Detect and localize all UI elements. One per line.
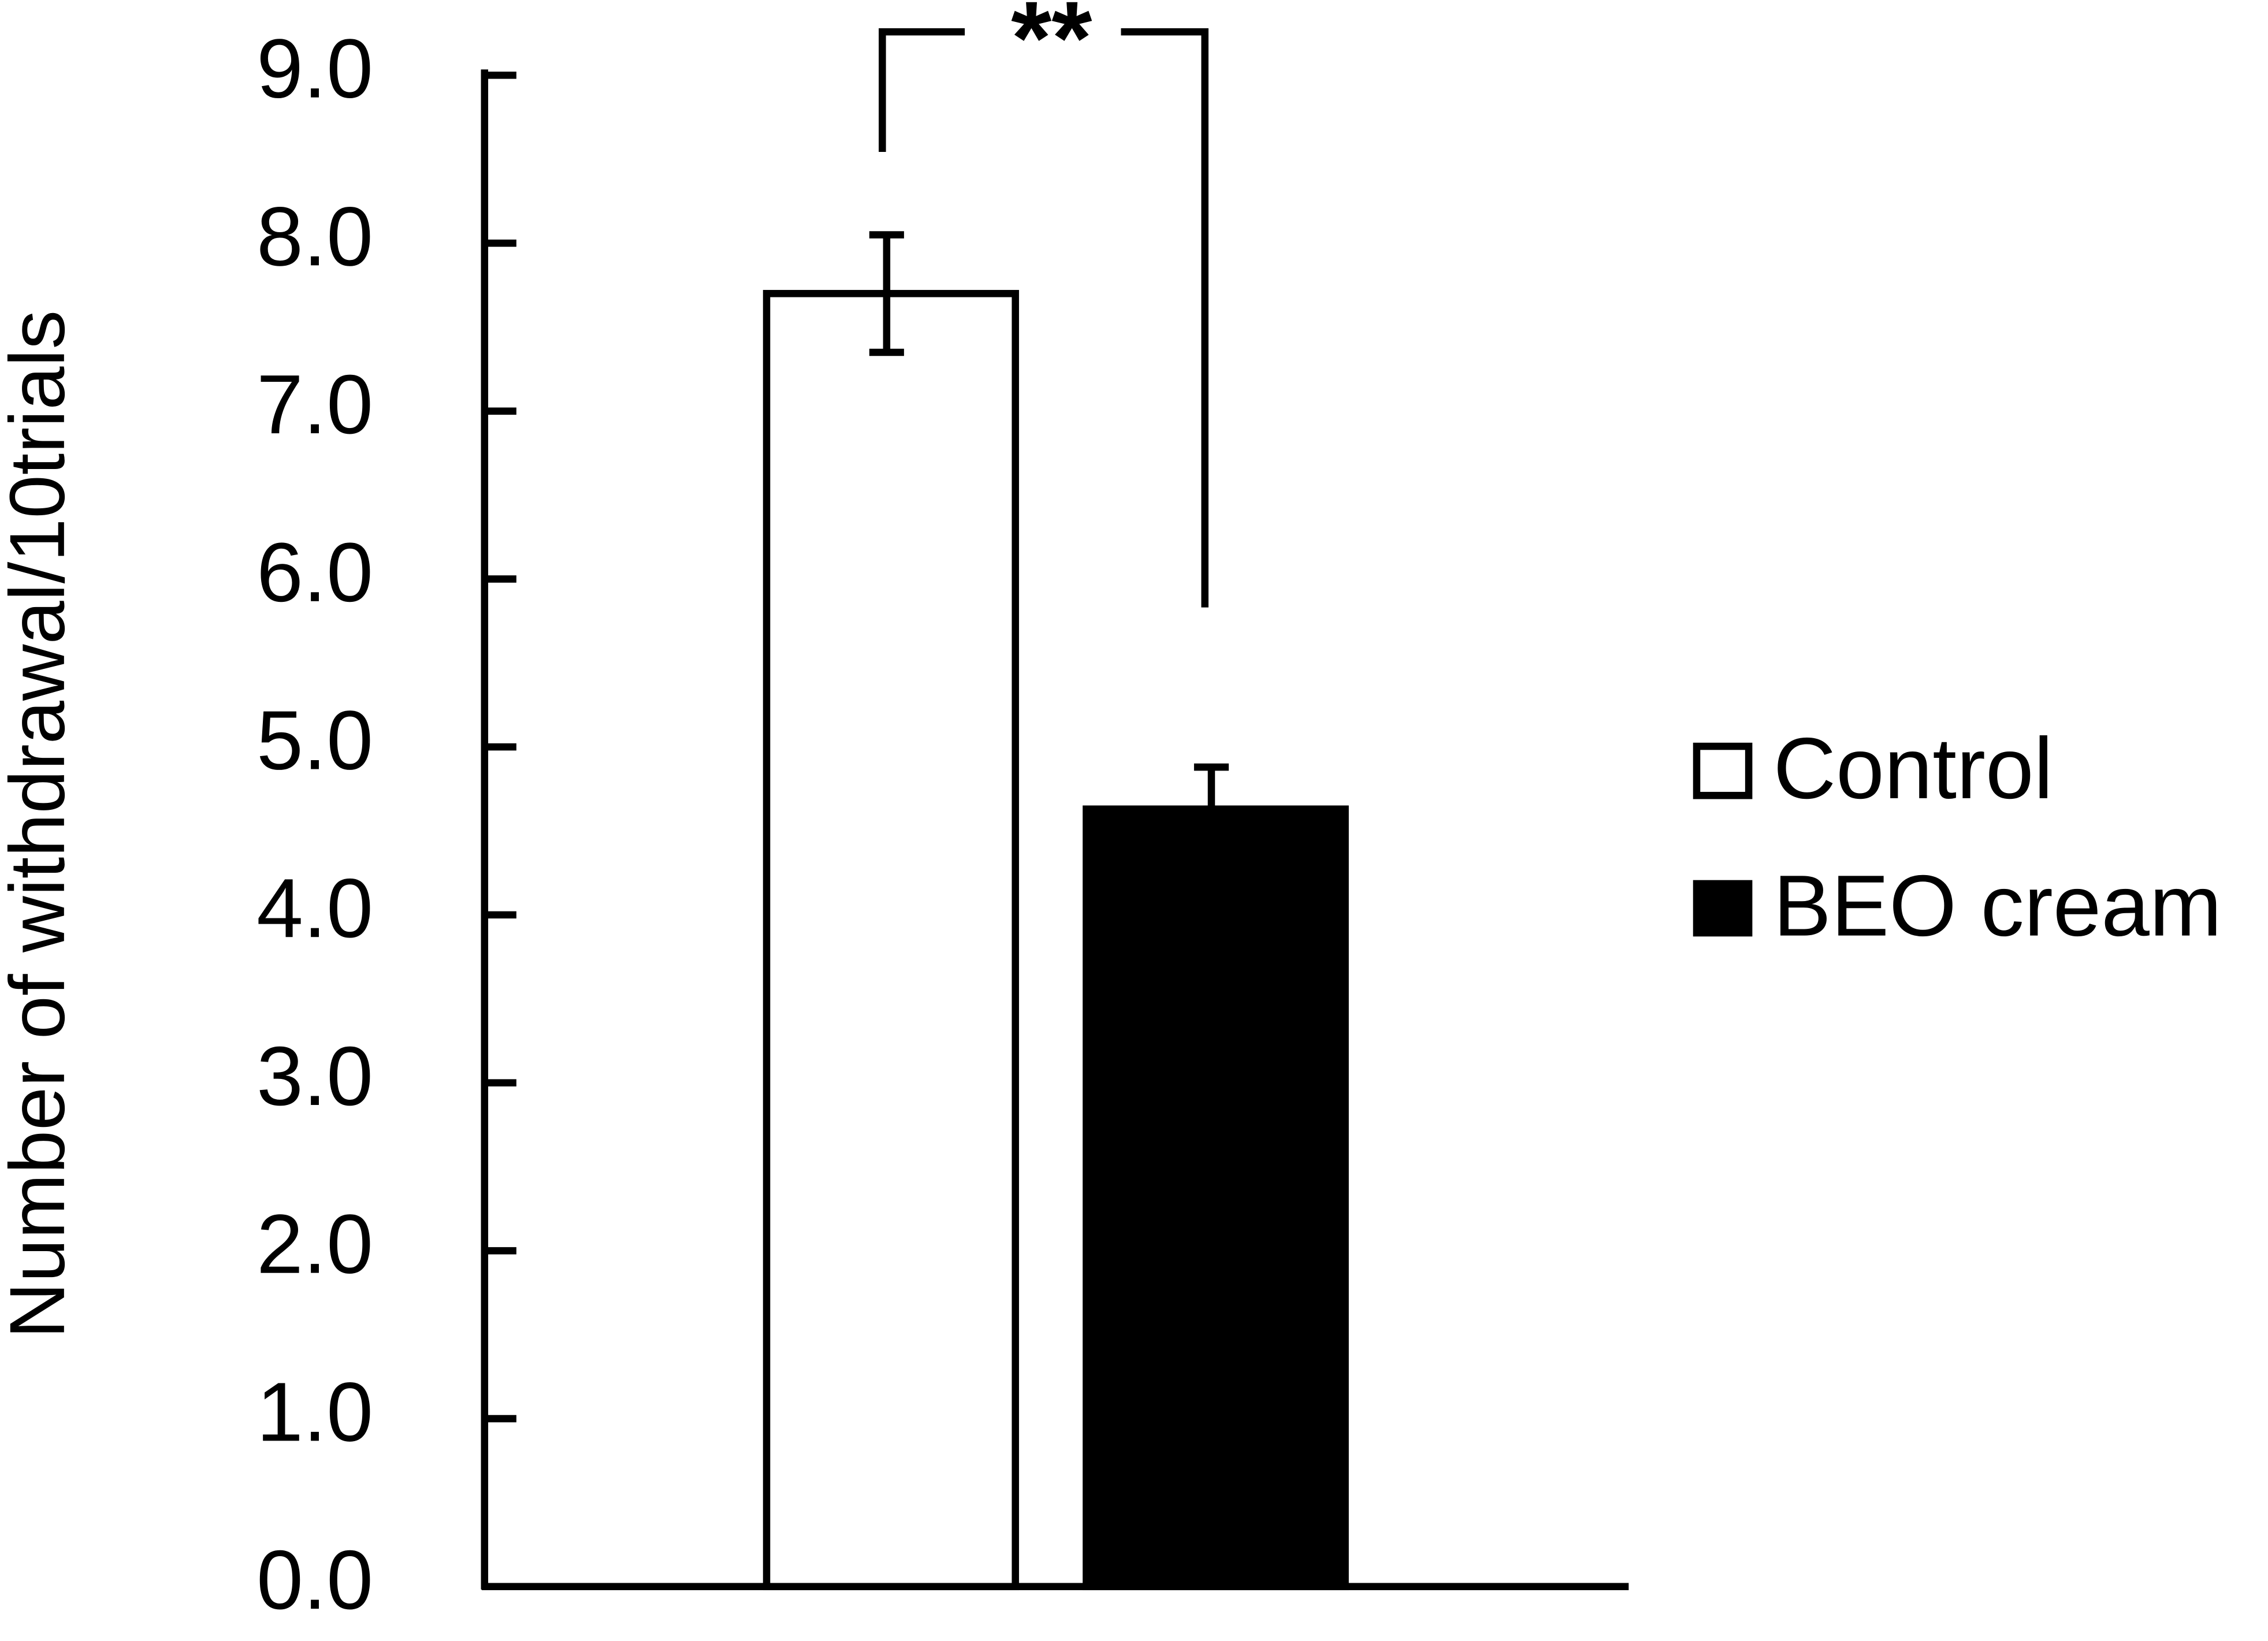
y-tick-label: 4.0	[256, 861, 373, 955]
legend-label: Control	[1773, 720, 2053, 817]
y-tick-label: 5.0	[256, 694, 373, 787]
y-tick-label: 7.0	[256, 358, 373, 451]
y-tick-label: 1.0	[256, 1365, 373, 1458]
error-bar	[1194, 763, 1229, 855]
y-tick-label: 6.0	[256, 526, 373, 619]
y-tick-label: 9.0	[256, 22, 373, 116]
legend-swatch	[1693, 880, 1753, 937]
y-tick-label: 2.0	[256, 1197, 373, 1291]
y-tick-label: 8.0	[256, 189, 373, 283]
y-tick-label: 3.0	[256, 1029, 373, 1123]
bar	[763, 289, 1019, 1591]
significance-bracket	[1121, 28, 1209, 608]
y-tick-label: 0.0	[256, 1533, 373, 1627]
legend-swatch	[1693, 742, 1753, 799]
significance-bracket	[879, 28, 965, 152]
bar	[1083, 805, 1349, 1591]
error-bar	[869, 231, 904, 356]
y-axis-label: Number of withdrawal/10trials	[0, 310, 81, 1339]
legend-label: BEO cream	[1773, 857, 2222, 954]
significance-annotation: **	[1011, 0, 1092, 96]
